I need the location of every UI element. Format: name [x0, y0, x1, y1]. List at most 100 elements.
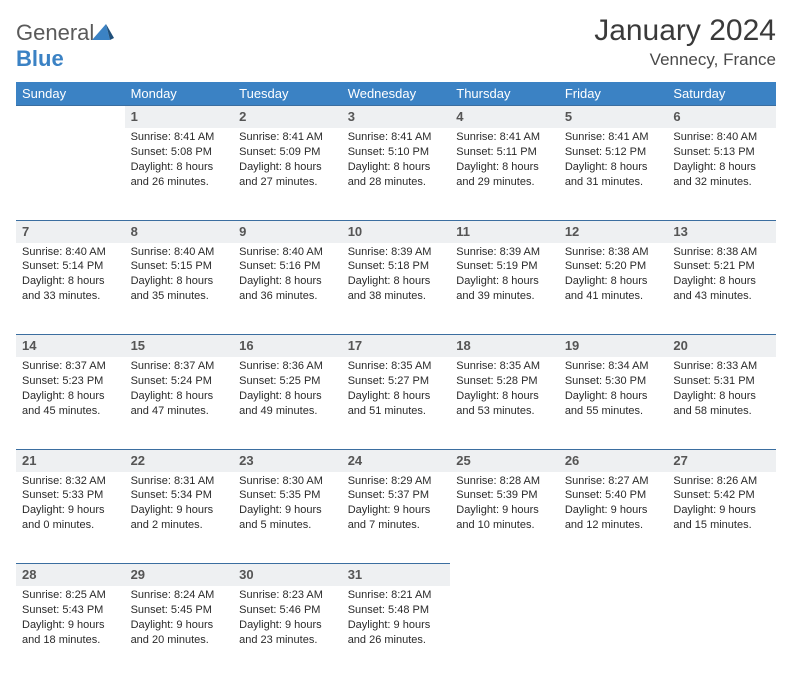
dl2-line: and 33 minutes. — [22, 289, 119, 304]
week-row: Sunrise: 8:41 AMSunset: 5:08 PMDaylight:… — [16, 128, 776, 220]
day-details: Sunrise: 8:40 AMSunset: 5:13 PMDaylight:… — [673, 128, 770, 189]
daynum-cell: 31 — [342, 564, 451, 587]
dl2-line: and 58 minutes. — [673, 404, 770, 419]
day-cell: Sunrise: 8:38 AMSunset: 5:21 PMDaylight:… — [667, 243, 776, 335]
sunrise-line: Sunrise: 8:37 AM — [22, 359, 119, 374]
calendar-table: Sunday Monday Tuesday Wednesday Thursday… — [16, 82, 776, 678]
day-number: 5 — [565, 109, 572, 124]
day-cell: Sunrise: 8:29 AMSunset: 5:37 PMDaylight:… — [342, 472, 451, 564]
dl1-line: Daylight: 9 hours — [565, 503, 662, 518]
sunset-line: Sunset: 5:31 PM — [673, 374, 770, 389]
day-number: 22 — [131, 453, 145, 468]
day-number: 28 — [22, 567, 36, 582]
dl1-line: Daylight: 8 hours — [565, 274, 662, 289]
sunrise-line: Sunrise: 8:40 AM — [22, 245, 119, 260]
day-cell — [667, 586, 776, 678]
sunrise-line: Sunrise: 8:39 AM — [348, 245, 445, 260]
dl1-line: Daylight: 9 hours — [456, 503, 553, 518]
sunrise-line: Sunrise: 8:28 AM — [456, 474, 553, 489]
sunrise-line: Sunrise: 8:41 AM — [239, 130, 336, 145]
sunrise-line: Sunrise: 8:40 AM — [673, 130, 770, 145]
week-row: Sunrise: 8:40 AMSunset: 5:14 PMDaylight:… — [16, 243, 776, 335]
dl2-line: and 5 minutes. — [239, 518, 336, 533]
weekday-header: Saturday — [667, 82, 776, 106]
day-cell: Sunrise: 8:39 AMSunset: 5:19 PMDaylight:… — [450, 243, 559, 335]
sunset-line: Sunset: 5:37 PM — [348, 488, 445, 503]
day-details: Sunrise: 8:37 AMSunset: 5:23 PMDaylight:… — [22, 357, 119, 418]
day-cell: Sunrise: 8:35 AMSunset: 5:28 PMDaylight:… — [450, 357, 559, 449]
sunrise-line: Sunrise: 8:33 AM — [673, 359, 770, 374]
sunrise-line: Sunrise: 8:27 AM — [565, 474, 662, 489]
weekday-header-row: Sunday Monday Tuesday Wednesday Thursday… — [16, 82, 776, 106]
daynum-cell: 4 — [450, 106, 559, 129]
daynum-cell: 3 — [342, 106, 451, 129]
sunset-line: Sunset: 5:30 PM — [565, 374, 662, 389]
dl1-line: Daylight: 9 hours — [239, 503, 336, 518]
day-cell: Sunrise: 8:40 AMSunset: 5:16 PMDaylight:… — [233, 243, 342, 335]
sunrise-line: Sunrise: 8:21 AM — [348, 588, 445, 603]
day-cell — [559, 586, 668, 678]
title-block: January 2024 Vennecy, France — [594, 14, 776, 70]
dl2-line: and 39 minutes. — [456, 289, 553, 304]
day-cell: Sunrise: 8:38 AMSunset: 5:20 PMDaylight:… — [559, 243, 668, 335]
sunset-line: Sunset: 5:25 PM — [239, 374, 336, 389]
sunset-line: Sunset: 5:45 PM — [131, 603, 228, 618]
sunset-line: Sunset: 5:39 PM — [456, 488, 553, 503]
sunrise-line: Sunrise: 8:40 AM — [239, 245, 336, 260]
sunset-line: Sunset: 5:33 PM — [22, 488, 119, 503]
dl1-line: Daylight: 8 hours — [565, 389, 662, 404]
sunrise-line: Sunrise: 8:41 AM — [456, 130, 553, 145]
day-cell: Sunrise: 8:37 AMSunset: 5:24 PMDaylight:… — [125, 357, 234, 449]
daynum-cell: 7 — [16, 220, 125, 243]
dl1-line: Daylight: 8 hours — [131, 389, 228, 404]
dl1-line: Daylight: 8 hours — [131, 274, 228, 289]
dl2-line: and 36 minutes. — [239, 289, 336, 304]
sunrise-line: Sunrise: 8:31 AM — [131, 474, 228, 489]
day-cell: Sunrise: 8:40 AMSunset: 5:14 PMDaylight:… — [16, 243, 125, 335]
day-cell: Sunrise: 8:23 AMSunset: 5:46 PMDaylight:… — [233, 586, 342, 678]
dl1-line: Daylight: 8 hours — [673, 160, 770, 175]
sunrise-line: Sunrise: 8:41 AM — [565, 130, 662, 145]
daynum-cell: 14 — [16, 335, 125, 358]
daynum-cell: 30 — [233, 564, 342, 587]
sunrise-line: Sunrise: 8:32 AM — [22, 474, 119, 489]
day-details: Sunrise: 8:39 AMSunset: 5:18 PMDaylight:… — [348, 243, 445, 304]
day-number: 1 — [131, 109, 138, 124]
day-details: Sunrise: 8:40 AMSunset: 5:15 PMDaylight:… — [131, 243, 228, 304]
month-title: January 2024 — [594, 14, 776, 48]
day-cell: Sunrise: 8:35 AMSunset: 5:27 PMDaylight:… — [342, 357, 451, 449]
day-cell: Sunrise: 8:31 AMSunset: 5:34 PMDaylight:… — [125, 472, 234, 564]
daynum-cell: 6 — [667, 106, 776, 129]
brand-name-a: General — [16, 20, 94, 45]
dl1-line: Daylight: 8 hours — [348, 274, 445, 289]
day-details: Sunrise: 8:27 AMSunset: 5:40 PMDaylight:… — [565, 472, 662, 533]
sunrise-line: Sunrise: 8:29 AM — [348, 474, 445, 489]
sunrise-line: Sunrise: 8:23 AM — [239, 588, 336, 603]
dl1-line: Daylight: 8 hours — [565, 160, 662, 175]
day-number: 9 — [239, 224, 246, 239]
day-details: Sunrise: 8:26 AMSunset: 5:42 PMDaylight:… — [673, 472, 770, 533]
dl1-line: Daylight: 9 hours — [673, 503, 770, 518]
day-cell: Sunrise: 8:41 AMSunset: 5:11 PMDaylight:… — [450, 128, 559, 220]
day-details: Sunrise: 8:32 AMSunset: 5:33 PMDaylight:… — [22, 472, 119, 533]
dl2-line: and 29 minutes. — [456, 175, 553, 190]
day-details: Sunrise: 8:30 AMSunset: 5:35 PMDaylight:… — [239, 472, 336, 533]
dl1-line: Daylight: 8 hours — [131, 160, 228, 175]
dl1-line: Daylight: 9 hours — [239, 618, 336, 633]
sunset-line: Sunset: 5:20 PM — [565, 259, 662, 274]
brand-name: General Blue — [16, 20, 114, 72]
sunset-line: Sunset: 5:42 PM — [673, 488, 770, 503]
daynum-row: 21222324252627 — [16, 449, 776, 472]
day-cell: Sunrise: 8:21 AMSunset: 5:48 PMDaylight:… — [342, 586, 451, 678]
dl1-line: Daylight: 8 hours — [239, 389, 336, 404]
day-details: Sunrise: 8:21 AMSunset: 5:48 PMDaylight:… — [348, 586, 445, 647]
dl1-line: Daylight: 8 hours — [348, 160, 445, 175]
sunrise-line: Sunrise: 8:39 AM — [456, 245, 553, 260]
sunset-line: Sunset: 5:40 PM — [565, 488, 662, 503]
dl2-line: and 53 minutes. — [456, 404, 553, 419]
day-cell: Sunrise: 8:24 AMSunset: 5:45 PMDaylight:… — [125, 586, 234, 678]
sunset-line: Sunset: 5:24 PM — [131, 374, 228, 389]
daynum-cell: 1 — [125, 106, 234, 129]
dl1-line: Daylight: 8 hours — [456, 160, 553, 175]
sunset-line: Sunset: 5:48 PM — [348, 603, 445, 618]
